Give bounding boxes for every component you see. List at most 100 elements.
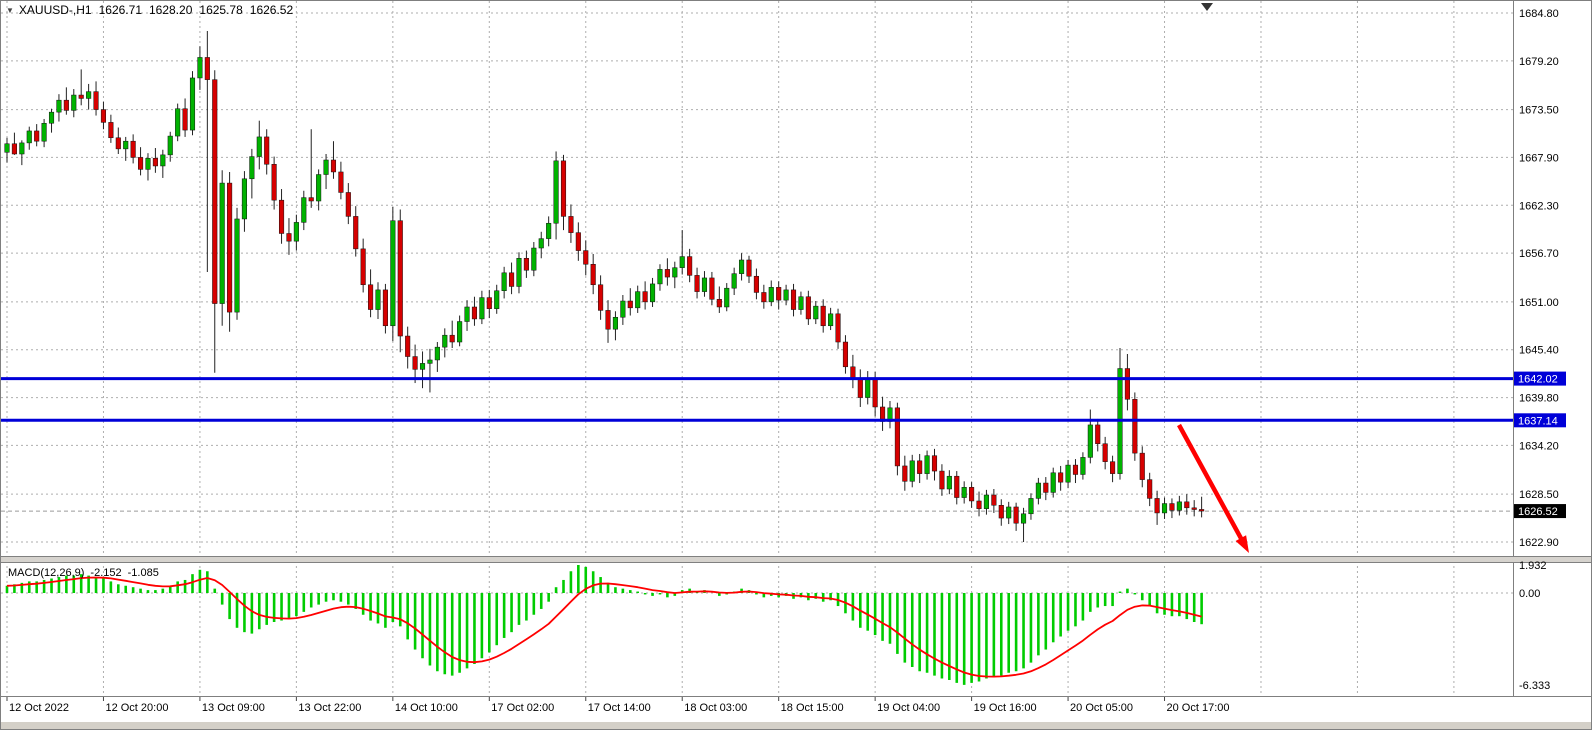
candle [635,285,641,313]
candle [724,283,730,312]
panel-splitter[interactable] [1,557,1592,562]
candle [152,148,158,173]
candle-body [182,108,188,131]
time-axis-border [1,696,1591,697]
time-axis-label: 19 Oct 16:00 [974,702,1037,714]
candle-body [575,232,581,251]
candle [316,169,322,211]
candle [227,171,233,332]
candle [820,299,826,333]
price-axis[interactable] [1514,1,1592,696]
candle-body [828,313,834,327]
candle-body [598,284,604,311]
candle-body [664,269,670,278]
candle-body [761,292,767,303]
candle-body [1087,424,1093,458]
candle-body [175,108,181,137]
candle [264,129,270,175]
candle [286,218,292,255]
candle [1043,477,1049,501]
chart-shift-marker[interactable] [1201,3,1213,11]
candle-body [375,289,381,310]
current-price-tag [1514,504,1566,519]
candle [234,207,240,320]
candle [657,264,663,291]
candle-body [390,220,396,327]
trend-arrow-head[interactable] [1235,535,1249,553]
ohlc-low: 1625.78 [199,3,243,17]
candle [672,261,678,289]
candle-body [293,222,299,242]
candle [1184,494,1190,515]
candle [531,242,537,277]
candle [776,281,782,310]
candle-body [813,305,819,320]
candle [612,311,618,341]
candle-body [954,475,960,498]
candle [212,70,218,373]
candle-body [753,275,759,293]
candle [649,277,656,307]
candle-body [538,238,544,249]
candle [835,308,841,349]
macd-axis-label: 0.00 [1519,588,1540,600]
ohlc-close: 1626.52 [249,3,294,17]
candle-body [219,182,225,304]
candle [471,296,478,326]
candle [301,190,307,231]
candle [976,491,982,517]
candle [761,284,767,309]
candle-body [71,94,77,111]
time-axis-label: 12 Oct 20:00 [105,702,168,714]
candle-body [1050,472,1056,493]
candle [1176,495,1182,516]
candle-body [1028,498,1034,515]
candle-body [516,258,522,287]
candle [501,266,507,299]
candle [241,171,247,232]
candle-body [612,316,618,330]
time-axis[interactable] [1,697,1592,720]
candle-body [642,291,648,303]
candle [464,300,470,331]
candle [924,450,930,480]
candle-body [138,157,144,170]
candle [746,255,752,284]
candle-body [583,250,589,265]
candle [1087,409,1093,464]
candle-body [241,178,247,220]
candle-body [152,158,158,167]
candle [1132,392,1138,461]
candle-body [998,505,1004,519]
candle-body [345,192,351,217]
candle [969,482,975,508]
time-axis-label: 18 Oct 15:00 [781,702,844,714]
candle [523,250,529,278]
candle [271,156,277,210]
candle-body [1176,501,1182,511]
candle-body [902,465,908,482]
candle [739,253,745,281]
symbol-dropdown-icon[interactable]: ▼ [6,5,14,15]
candle [768,280,774,307]
candle [1161,497,1168,519]
candle [1028,493,1034,520]
candle [553,151,559,240]
time-axis-label: 17 Oct 02:00 [491,702,554,714]
candle [368,269,374,318]
candle-body [820,305,826,327]
candle [189,71,196,136]
panel-splitter[interactable] [1,562,1592,563]
candle-body [657,269,663,285]
candle-body [130,140,136,158]
candle [449,320,455,349]
candle-body [427,359,433,364]
candle [538,231,544,259]
candle [494,284,500,314]
candle-body [56,99,62,113]
trend-arrow[interactable] [1177,423,1246,545]
candle-body [100,109,107,123]
panel-splitter[interactable] [1,556,1592,557]
candle-body [115,137,121,150]
